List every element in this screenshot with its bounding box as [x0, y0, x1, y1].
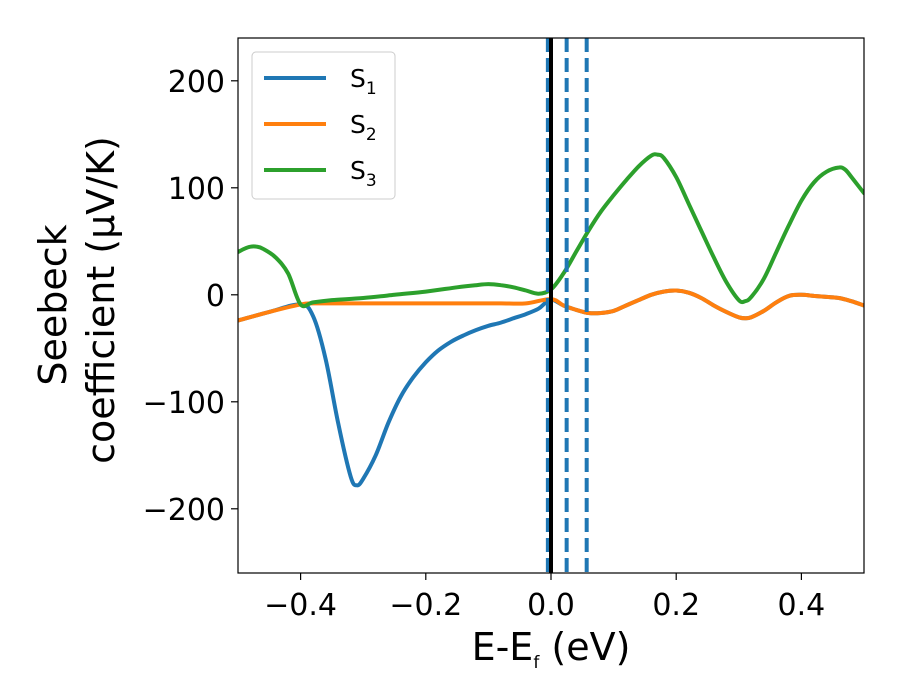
y-axis-title: Seebeck coefficient (μV/K) [31, 136, 123, 464]
y-tick-label: 0 [206, 279, 225, 314]
y-tick-label: −100 [143, 386, 225, 421]
x-axis-title: E-Ef (eV) [472, 625, 631, 673]
x-tick-label: 0.2 [652, 588, 700, 623]
x-tick-label: −0.4 [264, 588, 337, 623]
y-axis-title-line2: coefficient (μV/K) [79, 136, 123, 464]
series-layer [238, 152, 864, 488]
series-line-s3 [238, 152, 864, 309]
x-tick-label: −0.2 [389, 588, 462, 623]
y-tick-label: −200 [143, 493, 225, 528]
y-tick-label: 200 [168, 65, 225, 100]
y-axis: 200 100 0 −100 −200 [143, 65, 238, 528]
y-axis-title-line1: Seebeck [31, 224, 75, 385]
vertical-lines [545, 38, 589, 573]
legend-label-s1: S1 [350, 64, 377, 99]
x-tick-label: 0.4 [778, 588, 826, 623]
legend-label-s2: S2 [350, 110, 377, 145]
legend-label-s3: S3 [350, 156, 377, 191]
x-axis: −0.4 −0.2 0.0 0.2 0.4 [264, 573, 825, 623]
y-tick-label: 100 [168, 172, 225, 207]
x-tick-label: 0.0 [527, 588, 575, 623]
legend: S1 S2 S3 [251, 51, 396, 200]
series-line-s2 [238, 288, 864, 323]
